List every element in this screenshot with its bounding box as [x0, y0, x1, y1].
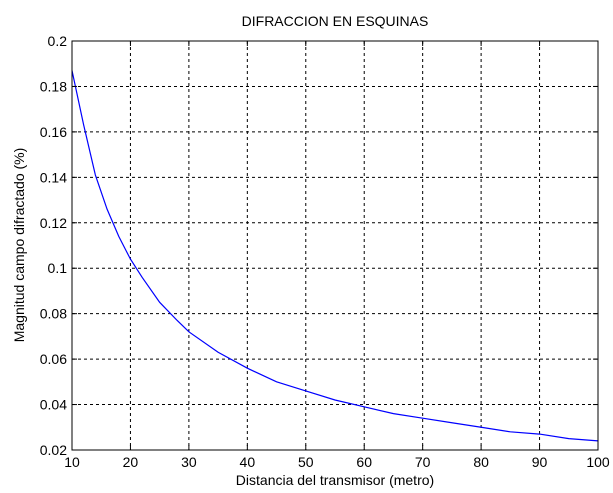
x-tick-label: 100: [586, 454, 610, 470]
y-tick-label: 0.1: [48, 260, 68, 276]
x-tick-label: 20: [123, 454, 139, 470]
x-tick-label: 40: [240, 454, 256, 470]
y-axis-label: Magnitud campo difractado (%): [11, 148, 27, 343]
y-tick-label: 0.04: [40, 397, 67, 413]
y-tick-label: 0.02: [40, 442, 67, 458]
x-tick-label: 30: [181, 454, 197, 470]
plot-frame: [71, 40, 599, 451]
y-tick-label: 0.14: [40, 169, 67, 185]
chart-title: DIFRACCION EN ESQUINAS: [242, 13, 429, 29]
grid: [72, 41, 598, 450]
x-tick-label: 80: [473, 454, 489, 470]
y-tick-label: 0.18: [40, 78, 67, 94]
y-tick-label: 0.08: [40, 306, 67, 322]
x-tick-label: 50: [298, 454, 314, 470]
x-tick-label: 60: [356, 454, 372, 470]
y-tick-label: 0.06: [40, 351, 67, 367]
y-tick-label: 0.16: [40, 124, 67, 140]
x-tick-label: 90: [532, 454, 548, 470]
x-tick-label: 70: [415, 454, 431, 470]
x-axis-label: Distancia del transmisor (metro): [236, 472, 434, 488]
plot-area: [72, 41, 598, 450]
x-tick-label: 10: [64, 454, 80, 470]
y-tick-label: 0.2: [48, 33, 68, 49]
ticks: 10 20 30 40 50 60 70 80 90 100 0.02 0.04 0.06 0.08 0.1…: [40, 33, 610, 470]
y-tick-label: 0.12: [40, 215, 67, 231]
series-line: [71, 70, 599, 442]
